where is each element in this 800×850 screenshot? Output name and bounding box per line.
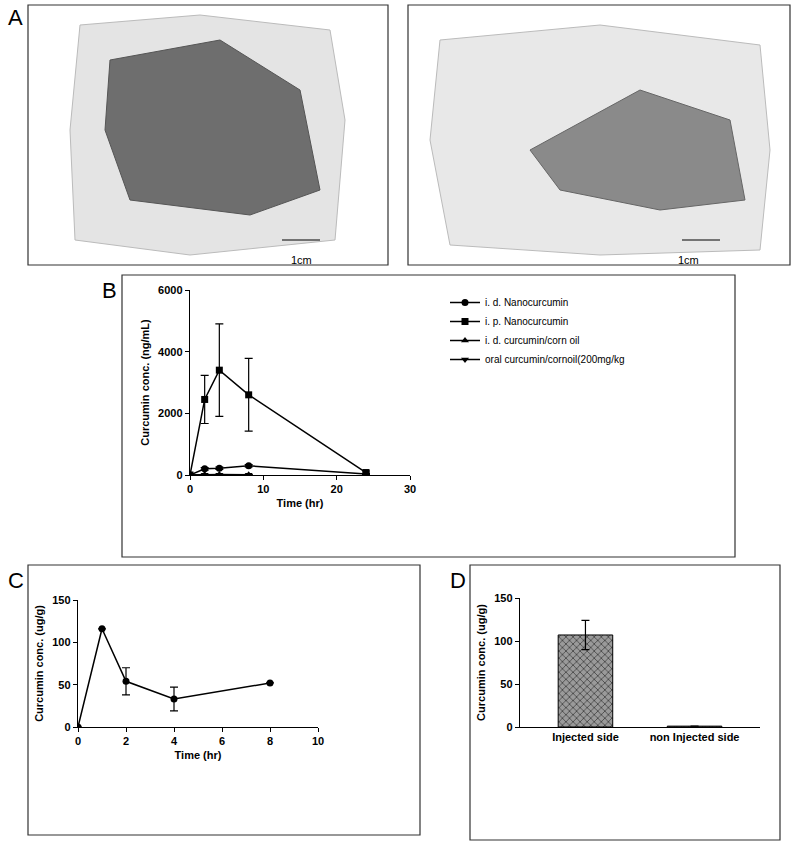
svg-text:Curcumin conc. (ug/g): Curcumin conc. (ug/g) (33, 605, 45, 722)
svg-text:C: C (8, 568, 24, 593)
svg-text:2000: 2000 (158, 407, 182, 419)
svg-text:Curcumin conc. (ng/mL): Curcumin conc. (ng/mL) (139, 319, 151, 446)
svg-text:50: 50 (58, 679, 70, 691)
svg-text:10: 10 (312, 735, 324, 747)
svg-text:4: 4 (171, 735, 178, 747)
svg-text:1cm: 1cm (291, 254, 312, 266)
svg-text:50: 50 (500, 678, 512, 690)
svg-text:150: 150 (52, 594, 70, 606)
svg-text:100: 100 (494, 635, 512, 647)
svg-text:0: 0 (176, 469, 182, 481)
svg-text:i. p. Nanocurcumin: i. p. Nanocurcumin (485, 316, 568, 327)
svg-text:0: 0 (64, 721, 70, 733)
svg-text:2: 2 (123, 735, 129, 747)
svg-text:B: B (102, 278, 117, 303)
svg-text:0: 0 (75, 735, 81, 747)
svg-text:6000: 6000 (158, 284, 182, 296)
svg-text:A: A (8, 5, 23, 30)
svg-text:100: 100 (52, 636, 70, 648)
svg-text:8: 8 (267, 735, 273, 747)
svg-text:30: 30 (404, 483, 416, 495)
svg-text:non Injected side: non Injected side (650, 731, 740, 743)
svg-text:Time (hr): Time (hr) (175, 749, 222, 761)
svg-text:Curcumin conc. (ug/g): Curcumin conc. (ug/g) (475, 604, 487, 721)
svg-text:4000: 4000 (158, 346, 182, 358)
svg-text:10: 10 (257, 483, 269, 495)
svg-text:D: D (450, 568, 466, 593)
svg-text:20: 20 (331, 483, 343, 495)
svg-text:150: 150 (494, 592, 512, 604)
svg-text:Time (hr): Time (hr) (277, 497, 324, 509)
svg-text:oral curcumin/cornoil(200mg/kg: oral curcumin/cornoil(200mg/kg (485, 354, 625, 365)
svg-text:i. d. curcumin/corn oil: i. d. curcumin/corn oil (485, 335, 579, 346)
svg-text:1cm: 1cm (678, 254, 699, 266)
svg-text:i. d. Nanocurcumin: i. d. Nanocurcumin (485, 297, 568, 308)
svg-text:Injected side: Injected side (552, 731, 619, 743)
svg-text:0: 0 (506, 721, 512, 733)
svg-text:0: 0 (187, 483, 193, 495)
svg-text:6: 6 (219, 735, 225, 747)
